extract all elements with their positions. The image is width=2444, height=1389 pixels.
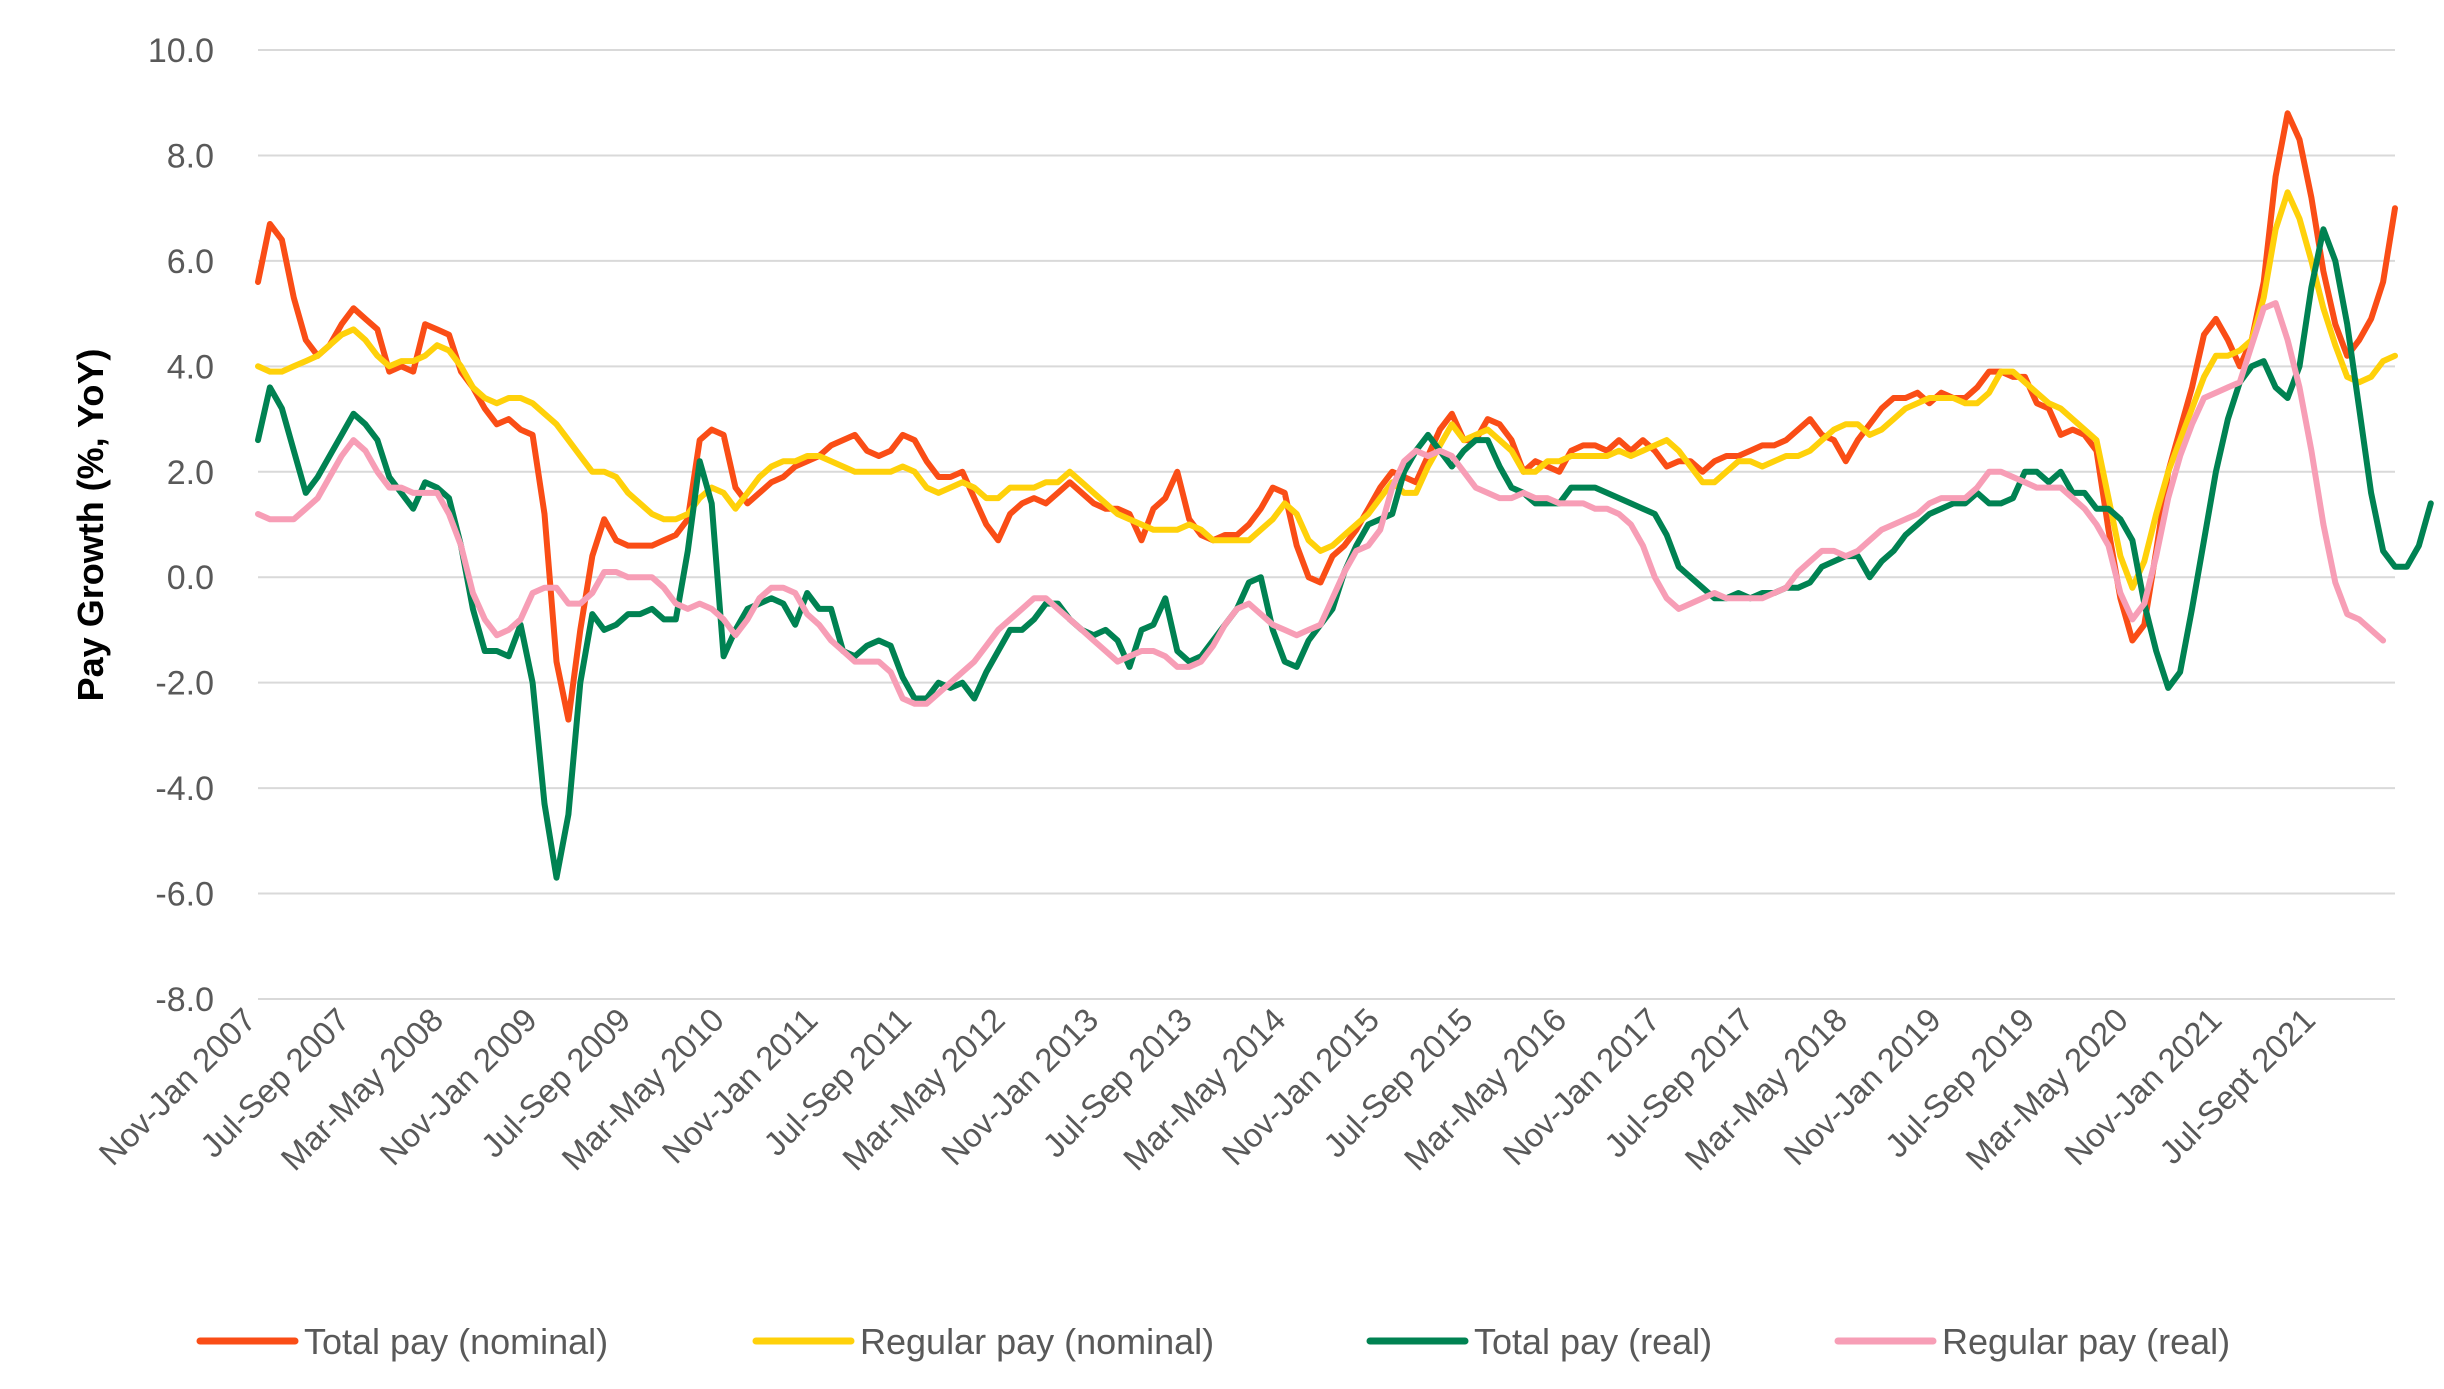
series-line-2 (255, 226, 2434, 881)
x-tick-label: Mar-May 2020 (1958, 1001, 2135, 1178)
y-tick-label: -2.0 (155, 665, 214, 703)
y-tick-label: 6.0 (167, 243, 214, 281)
x-tick-label: Mar-May 2014 (1116, 1001, 1293, 1178)
legend-label-2: Total pay (real) (1474, 1321, 1712, 1362)
y-tick-label: -8.0 (155, 981, 214, 1019)
series-line-1 (255, 189, 2398, 591)
legend-label-0: Total pay (nominal) (304, 1321, 608, 1362)
y-tick-label: 4.0 (167, 348, 214, 386)
x-tick-label: Mar-May 2008 (274, 1001, 451, 1178)
x-tick-label: Mar-May 2012 (835, 1001, 1012, 1178)
x-tick-label: Mar-May 2016 (1397, 1001, 1574, 1178)
legend-label-3: Regular pay (real) (1942, 1321, 2230, 1362)
x-tick-label: Nov-Jan 2007 (91, 1001, 262, 1172)
x-tick-label: Mar-May 2010 (554, 1001, 731, 1178)
y-tick-label: 8.0 (167, 137, 214, 175)
y-axis-label: Pay Growth (%, YoY) (70, 349, 111, 702)
y-tick-label: 0.0 (167, 559, 214, 597)
series-line-0 (255, 110, 2398, 723)
series-lines (255, 110, 2434, 881)
legend-label-1: Regular pay (nominal) (860, 1321, 1214, 1362)
y-tick-label: 2.0 (167, 454, 214, 492)
gridlines (258, 49, 2395, 1000)
y-tick-label: -6.0 (155, 876, 214, 914)
x-tick-label: Mar-May 2018 (1678, 1001, 1855, 1178)
y-tick-label: 10.0 (148, 32, 214, 70)
y-tick-label: -4.0 (155, 770, 214, 808)
series-line-3 (255, 300, 2387, 707)
y-axis-ticks: 10.0 8.0 6.0 4.0 2.0 0.0 -2.0 -4.0 -6.0 -8.0 (148, 32, 214, 1019)
legend: Total pay (nominal) Regular pay (nominal)… (196, 1321, 2230, 1362)
